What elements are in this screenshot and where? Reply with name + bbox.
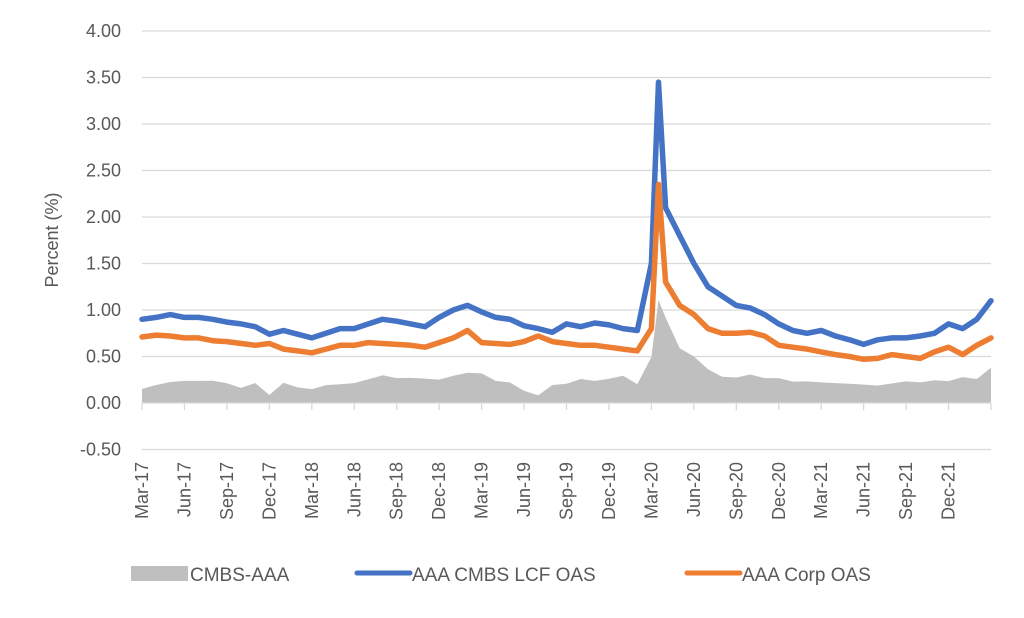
- y-tick-label: 3.50: [86, 68, 121, 88]
- x-tick-label: Mar-17: [132, 462, 152, 519]
- y-tick-label: 2.50: [86, 161, 121, 181]
- y-tick-label: 4.00: [86, 21, 121, 41]
- legend: CMBS-AAA AAA CMBS LCF OAS AAA Corp OAS: [131, 565, 871, 586]
- y-tick-label: 2.00: [86, 207, 121, 227]
- y-tick-label: 0.50: [86, 347, 121, 367]
- x-tick-label: Jun-20: [684, 462, 704, 517]
- y-axis-ticks: 4.00 3.50 3.00 2.50 2.00 1.50 1.00 0.50 0.00 -0.5…: [80, 21, 121, 460]
- x-tick-label: Dec-18: [429, 462, 449, 520]
- x-tick-label: Jun-19: [514, 462, 534, 517]
- x-tick-label: Mar-18: [302, 462, 322, 519]
- x-tick-label: Sep-21: [896, 462, 916, 520]
- plot-area: [139, 79, 994, 403]
- y-tick-label: 1.50: [86, 254, 121, 274]
- gridlines: [142, 30, 991, 451]
- x-tick-label: Sep-17: [217, 462, 237, 520]
- x-tick-label: Sep-20: [726, 462, 746, 520]
- area-cmbs-aaa: [142, 300, 991, 403]
- x-tick-label: Dec-19: [599, 462, 619, 520]
- legend-label-corp-oas: AAA Corp OAS: [742, 565, 871, 586]
- x-tick-label: Mar-21: [811, 462, 831, 519]
- y-tick-label: 3.00: [86, 114, 121, 134]
- y-axis-title: Percent (%): [42, 192, 62, 287]
- legend-label-lcf-oas: AAA CMBS LCF OAS: [412, 565, 596, 586]
- legend-swatch-cmbs-aaa: [131, 566, 188, 581]
- x-axis-ticks: Mar-17 Jun-17 Sep-17 Dec-17 Mar-18 Jun-18 Sep-…: [132, 403, 992, 520]
- x-tick-label: Sep-18: [387, 462, 407, 520]
- x-tick-label: Sep-19: [557, 462, 577, 520]
- x-tick-label: Dec-17: [259, 462, 279, 520]
- x-tick-label: Jun-17: [174, 462, 194, 517]
- x-tick-label: Dec-21: [939, 462, 959, 520]
- legend-label-cmbs-aaa: CMBS-AAA: [190, 565, 290, 586]
- x-tick-label: Jun-18: [344, 462, 364, 517]
- x-tick-label: Mar-20: [641, 462, 661, 519]
- y-tick-label: 1.00: [86, 300, 121, 320]
- line-aaa-corp-oas: [139, 181, 994, 363]
- x-tick-label: Jun-21: [854, 462, 874, 517]
- x-tick-label: Mar-19: [472, 462, 492, 519]
- y-tick-label: 0.00: [86, 393, 121, 413]
- x-tick-label: Dec-20: [769, 462, 789, 520]
- y-tick-label: -0.50: [80, 440, 121, 460]
- line-aaa-cmbs-lcf-oas: [139, 79, 994, 348]
